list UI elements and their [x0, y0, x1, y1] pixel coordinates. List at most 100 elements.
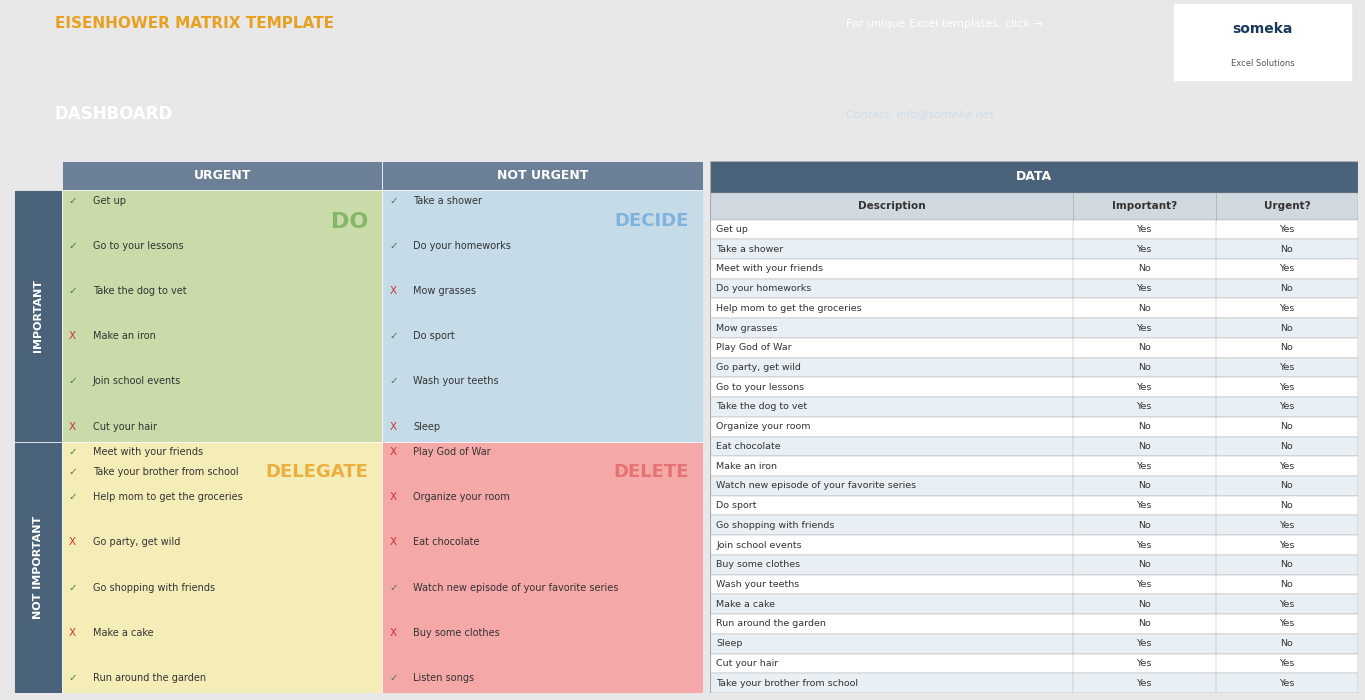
Text: NOT URGENT: NOT URGENT [497, 169, 588, 182]
Text: ✓: ✓ [389, 195, 399, 206]
Text: X: X [389, 421, 396, 432]
Text: Yes: Yes [1279, 659, 1294, 668]
Text: Yes: Yes [1279, 620, 1294, 629]
Text: ✓: ✓ [68, 286, 78, 296]
Text: Description: Description [857, 201, 925, 211]
Text: Yes: Yes [1279, 383, 1294, 392]
Text: Make a cake: Make a cake [717, 600, 775, 609]
Text: ✓: ✓ [389, 377, 399, 386]
FancyBboxPatch shape [382, 161, 703, 190]
Text: Do your homeworks: Do your homeworks [414, 241, 512, 251]
Text: Wash your teeths: Wash your teeths [717, 580, 800, 589]
Text: Yes: Yes [1279, 540, 1294, 550]
Text: Excel Solutions: Excel Solutions [1231, 59, 1294, 67]
FancyBboxPatch shape [710, 476, 1358, 496]
Text: Eat chocolate: Eat chocolate [414, 538, 480, 547]
Text: X: X [68, 331, 76, 341]
Text: Take the dog to vet: Take the dog to vet [93, 286, 187, 296]
Text: No: No [1138, 560, 1151, 569]
Text: NOT IMPORTANT: NOT IMPORTANT [33, 516, 42, 619]
Text: DATA: DATA [1016, 171, 1052, 183]
Text: Yes: Yes [1137, 678, 1152, 687]
Text: Yes: Yes [1279, 461, 1294, 470]
FancyBboxPatch shape [382, 442, 703, 693]
Text: Do your homeworks: Do your homeworks [717, 284, 812, 293]
Text: Meet with your friends: Meet with your friends [717, 265, 823, 273]
Text: No: No [1138, 265, 1151, 273]
FancyBboxPatch shape [710, 456, 1358, 476]
Text: Yes: Yes [1137, 383, 1152, 392]
Text: Do sport: Do sport [717, 501, 756, 510]
Text: Go shopping with friends: Go shopping with friends [93, 582, 216, 593]
FancyBboxPatch shape [710, 437, 1358, 456]
Text: Take your brother from school: Take your brother from school [93, 467, 239, 477]
Text: No: No [1280, 501, 1293, 510]
Text: No: No [1280, 560, 1293, 569]
Text: X: X [389, 538, 396, 547]
Text: Take a shower: Take a shower [414, 195, 482, 206]
Text: Yes: Yes [1137, 580, 1152, 589]
Text: Yes: Yes [1137, 244, 1152, 253]
FancyBboxPatch shape [710, 193, 1358, 220]
FancyBboxPatch shape [710, 397, 1358, 416]
FancyBboxPatch shape [710, 536, 1358, 555]
Text: Join school events: Join school events [93, 377, 182, 386]
Text: Run around the garden: Run around the garden [717, 620, 826, 629]
FancyBboxPatch shape [710, 496, 1358, 515]
Text: No: No [1280, 323, 1293, 332]
Text: Help mom to get the groceries: Help mom to get the groceries [93, 492, 243, 502]
Text: Eat chocolate: Eat chocolate [717, 442, 781, 451]
Text: DECIDE: DECIDE [614, 211, 689, 230]
Text: Yes: Yes [1137, 284, 1152, 293]
Text: ✓: ✓ [68, 673, 78, 683]
Text: No: No [1138, 363, 1151, 372]
Text: Go party, get wild: Go party, get wild [93, 538, 180, 547]
Text: No: No [1280, 244, 1293, 253]
Text: Yes: Yes [1279, 521, 1294, 530]
FancyBboxPatch shape [710, 220, 1358, 239]
FancyBboxPatch shape [710, 575, 1358, 594]
Text: Mow grasses: Mow grasses [414, 286, 476, 296]
Text: Go shopping with friends: Go shopping with friends [717, 521, 834, 530]
FancyBboxPatch shape [710, 358, 1358, 377]
FancyBboxPatch shape [710, 338, 1358, 358]
Text: Yes: Yes [1279, 678, 1294, 687]
Text: Yes: Yes [1279, 402, 1294, 412]
Text: Go to your lessons: Go to your lessons [717, 383, 804, 392]
FancyBboxPatch shape [710, 239, 1358, 259]
Text: Go to your lessons: Go to your lessons [93, 241, 183, 251]
Text: No: No [1138, 620, 1151, 629]
Text: someka: someka [1233, 22, 1293, 36]
Text: DELETE: DELETE [614, 463, 689, 481]
Text: Watch new episode of your favorite series: Watch new episode of your favorite serie… [717, 482, 916, 491]
Text: Buy some clothes: Buy some clothes [414, 628, 500, 638]
Text: ✓: ✓ [389, 331, 399, 341]
Text: No: No [1280, 442, 1293, 451]
Text: Get up: Get up [93, 195, 126, 206]
Text: Yes: Yes [1279, 304, 1294, 313]
Text: No: No [1280, 343, 1293, 352]
Text: X: X [68, 538, 76, 547]
Text: EISENHOWER MATRIX TEMPLATE: EISENHOWER MATRIX TEMPLATE [55, 16, 333, 31]
Text: X: X [389, 628, 396, 638]
Text: No: No [1280, 482, 1293, 491]
Text: ✓: ✓ [389, 241, 399, 251]
FancyBboxPatch shape [61, 442, 382, 693]
Text: X: X [68, 421, 76, 432]
Text: Yes: Yes [1137, 402, 1152, 412]
Text: Yes: Yes [1279, 600, 1294, 609]
Text: X: X [68, 628, 76, 638]
Text: No: No [1138, 422, 1151, 431]
FancyBboxPatch shape [710, 298, 1358, 318]
Text: ✓: ✓ [68, 467, 78, 477]
Text: Listen songs: Listen songs [414, 673, 475, 683]
FancyBboxPatch shape [14, 190, 61, 442]
Text: ✓: ✓ [68, 447, 78, 457]
Text: DASHBOARD: DASHBOARD [55, 105, 173, 123]
FancyBboxPatch shape [710, 594, 1358, 614]
Text: Buy some clothes: Buy some clothes [717, 560, 800, 569]
Text: Yes: Yes [1137, 461, 1152, 470]
FancyBboxPatch shape [710, 279, 1358, 298]
Text: Take the dog to vet: Take the dog to vet [717, 402, 808, 412]
FancyBboxPatch shape [61, 161, 382, 190]
